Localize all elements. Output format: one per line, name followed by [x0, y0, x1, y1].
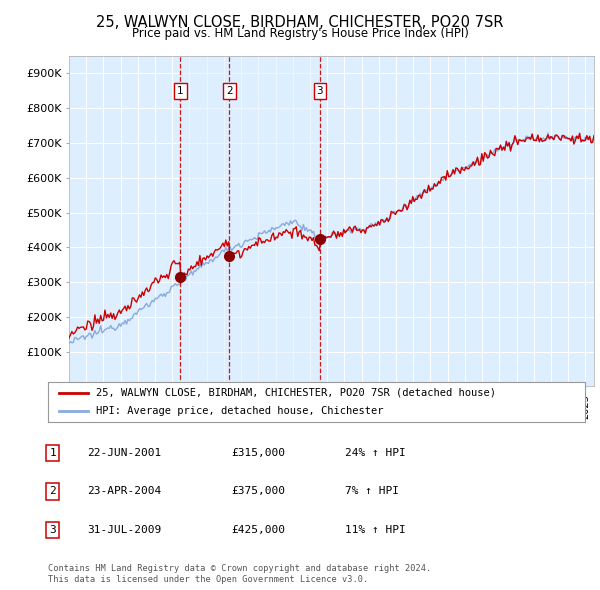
Text: 22-JUN-2001: 22-JUN-2001 [87, 448, 161, 458]
Text: 3: 3 [49, 525, 56, 535]
Text: 2: 2 [49, 487, 56, 496]
Text: 2: 2 [226, 86, 232, 96]
Text: 31-JUL-2009: 31-JUL-2009 [87, 525, 161, 535]
Text: 11% ↑ HPI: 11% ↑ HPI [345, 525, 406, 535]
Text: £315,000: £315,000 [231, 448, 285, 458]
Text: 23-APR-2004: 23-APR-2004 [87, 487, 161, 496]
Bar [181, 56, 320, 386]
Text: 1: 1 [177, 86, 184, 96]
Text: This data is licensed under the Open Government Licence v3.0.: This data is licensed under the Open Gov… [48, 575, 368, 584]
Text: 25, WALWYN CLOSE, BIRDHAM, CHICHESTER, PO20 7SR: 25, WALWYN CLOSE, BIRDHAM, CHICHESTER, P… [96, 15, 504, 30]
Text: 3: 3 [317, 86, 323, 96]
Text: 1: 1 [49, 448, 56, 458]
Text: £375,000: £375,000 [231, 487, 285, 496]
Text: 7% ↑ HPI: 7% ↑ HPI [345, 487, 399, 496]
Text: Contains HM Land Registry data © Crown copyright and database right 2024.: Contains HM Land Registry data © Crown c… [48, 565, 431, 573]
Text: 24% ↑ HPI: 24% ↑ HPI [345, 448, 406, 458]
Text: £425,000: £425,000 [231, 525, 285, 535]
Text: HPI: Average price, detached house, Chichester: HPI: Average price, detached house, Chic… [97, 406, 384, 416]
Text: 25, WALWYN CLOSE, BIRDHAM, CHICHESTER, PO20 7SR (detached house): 25, WALWYN CLOSE, BIRDHAM, CHICHESTER, P… [97, 388, 496, 398]
Text: Price paid vs. HM Land Registry's House Price Index (HPI): Price paid vs. HM Land Registry's House … [131, 27, 469, 40]
